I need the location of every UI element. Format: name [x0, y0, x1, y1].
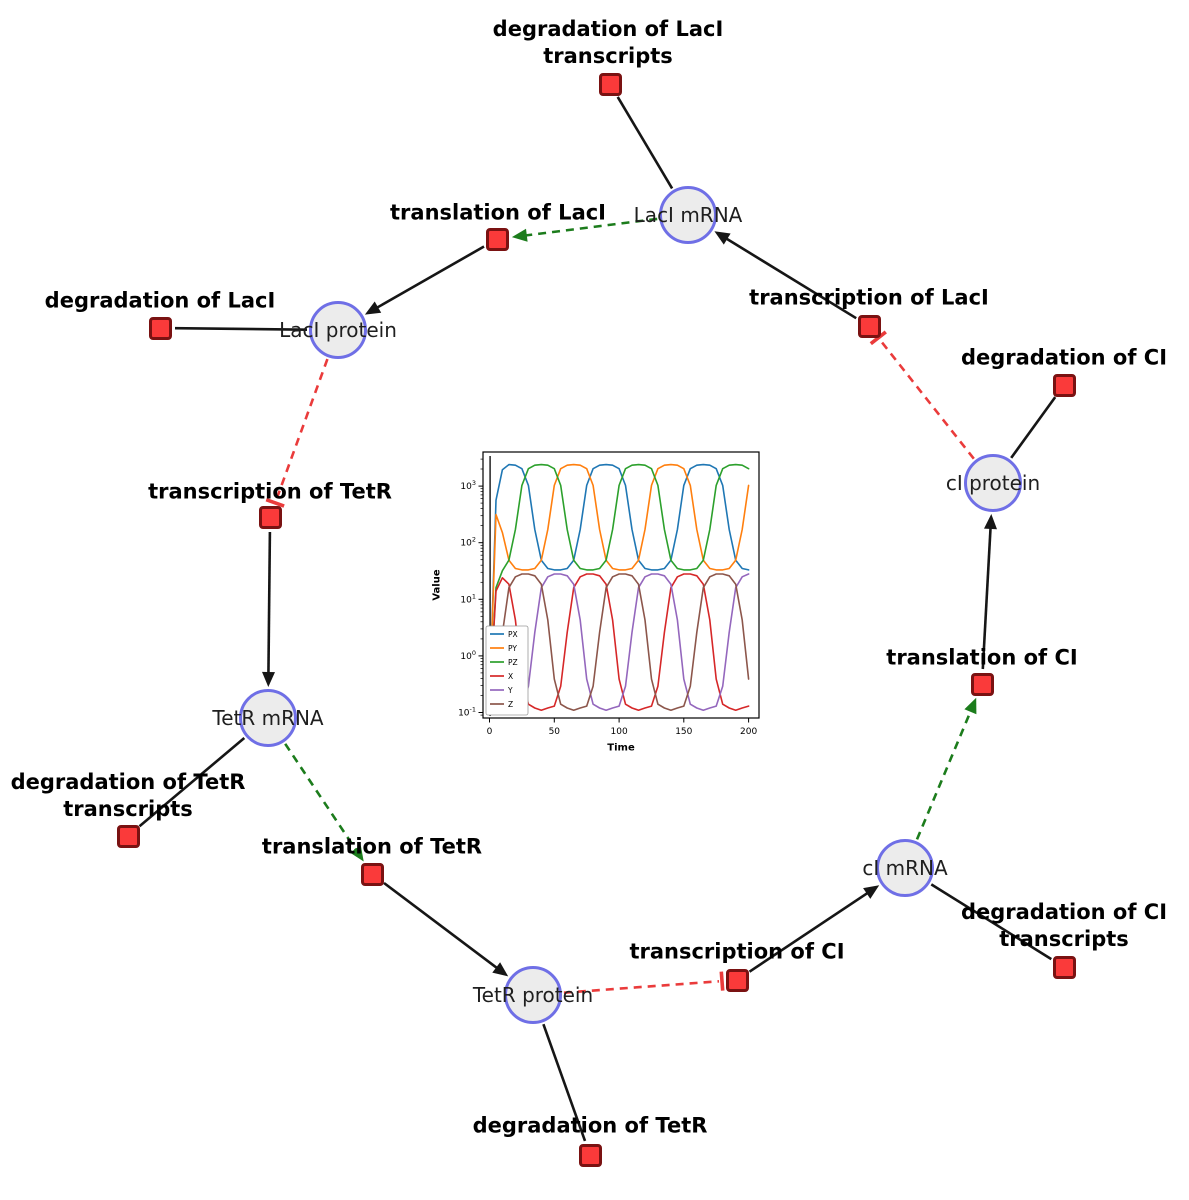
chart-series-Y — [488, 573, 750, 712]
reaction-node-deg-tetr-transcripts — [116, 824, 140, 848]
x-tick-label: 0 — [487, 727, 493, 737]
reaction-label-line: transcripts — [999, 927, 1129, 951]
arrowhead — [984, 514, 997, 530]
reaction-label-line: translation of LacI — [390, 200, 606, 225]
reaction-label-line: translation of CI — [886, 645, 1078, 670]
arrowhead — [714, 231, 731, 245]
y-tick-label: 10-1 — [458, 706, 476, 719]
reaction-node-deg-ci — [1052, 373, 1076, 397]
chart-legend: PX PY PZ XYZ — [485, 625, 529, 716]
reaction-node-deg-ci-transcripts — [1052, 955, 1076, 979]
reaction-label-translation-ci: translation of CI — [886, 645, 1077, 672]
reaction-label-line: degradation of LacI — [492, 17, 724, 41]
chart-series-X — [488, 573, 750, 712]
x-tick-label: 200 — [740, 727, 757, 737]
arrowhead — [492, 962, 509, 977]
species-label-tetr-mrna: TetR mRNA — [212, 706, 324, 730]
species-node-tetr-protein — [504, 966, 562, 1024]
legend-label-PX: PX — [508, 630, 518, 639]
reaction-node-transcription-tetr — [258, 505, 282, 529]
species-node-tetr-mrna — [239, 689, 297, 747]
edge-ci-protein-to-deg-ci — [1010, 396, 1057, 459]
species-label-ci-mrna: cI mRNA — [862, 856, 948, 880]
reaction-label-deg-laci: degradation of LacI — [45, 288, 276, 315]
reaction-label-line: transcription of TetR — [148, 479, 392, 504]
reaction-label-deg-ci-transcripts: degradation of CI transcripts — [961, 899, 1167, 953]
edge-transcription-tetr-to-tetr-mrna — [267, 531, 272, 677]
reaction-label-transcription-laci: transcription of LacI — [749, 285, 989, 312]
inset-chart: 103 102 101 100 10-1 0 50 100 150 200 PX PY PZ XYZ — [458, 451, 760, 737]
arrowhead — [511, 228, 528, 242]
y-tick-label: 103 — [460, 479, 476, 492]
species-label-ci-protein: cI protein — [945, 471, 1041, 495]
chart-series-Z — [488, 573, 750, 712]
reaction-node-transcription-laci — [857, 314, 881, 338]
reaction-label-line: transcripts — [543, 44, 673, 68]
inhibition-tee — [719, 971, 725, 991]
species-node-ci-protein — [964, 454, 1022, 512]
reaction-node-translation-ci — [970, 672, 994, 696]
edge-translation-laci-to-laci-protein — [373, 245, 485, 311]
y-tick-label: 102 — [460, 536, 476, 549]
reaction-node-deg-tetr — [578, 1143, 602, 1167]
chart-series-PZ — [488, 463, 750, 704]
arrowhead — [863, 885, 880, 899]
y-tick-label: 100 — [460, 649, 476, 662]
species-node-laci-protein — [309, 301, 367, 359]
chart-frame — [482, 451, 760, 719]
reaction-label-deg-ci: degradation of CI — [961, 345, 1167, 372]
legend-label-PZ: PZ — [508, 658, 518, 667]
reaction-label-line: degradation of TetR — [472, 1113, 708, 1138]
x-tick-label: 50 — [549, 727, 561, 737]
edge-ci-mrna-to-translation-ci — [915, 707, 974, 840]
legend-label-X: X — [508, 672, 513, 681]
legend-label-Y: Y — [507, 686, 513, 695]
chart-series-PY — [488, 463, 750, 704]
reaction-label-deg-laci-transcripts: degradation of LacI transcripts — [493, 16, 724, 70]
species-label-laci-mrna: LacI mRNA — [633, 203, 743, 227]
reaction-label-line: degradation of TetR — [10, 770, 246, 794]
reaction-label-transcription-ci: transcription of CI — [629, 939, 844, 966]
reaction-label-deg-tetr-transcripts: degradation of TetR transcripts — [11, 769, 246, 823]
species-node-ci-mrna — [876, 839, 934, 897]
reaction-node-translation-tetr — [360, 862, 384, 886]
reaction-label-translation-tetr: translation of TetR — [262, 834, 482, 861]
reaction-label-deg-tetr: degradation of TetR — [473, 1113, 708, 1140]
reaction-node-deg-laci-transcripts — [598, 72, 622, 96]
reaction-label-line: transcripts — [63, 797, 193, 821]
edge-translation-tetr-to-tetr-protein — [383, 881, 501, 971]
arrowhead — [262, 671, 275, 687]
arrowhead — [964, 697, 977, 715]
reaction-label-line: degradation of CI — [960, 900, 1168, 924]
reaction-label-line: degradation of LacI — [44, 288, 276, 313]
species-label-tetr-protein: TetR protein — [472, 983, 594, 1007]
species-label-laci-protein: LacI protein — [279, 318, 397, 342]
reaction-label-transcription-tetr: transcription of TetR — [148, 479, 392, 506]
reaction-node-deg-laci — [148, 316, 172, 340]
x-tick-label: 150 — [675, 727, 692, 737]
y-tick-label: 101 — [460, 592, 476, 605]
chart-series-PX — [488, 463, 750, 704]
reaction-node-transcription-ci — [725, 968, 749, 992]
x-tick-label: 100 — [611, 727, 628, 737]
species-node-laci-mrna — [659, 186, 717, 244]
reaction-label-line: transcription of LacI — [749, 285, 989, 310]
chart-x-axis-label: Time — [607, 742, 635, 754]
reaction-label-line: transcription of CI — [629, 939, 845, 964]
legend-label-PY: PY — [508, 644, 517, 653]
reaction-label-translation-laci: translation of LacI — [390, 200, 606, 227]
reaction-node-translation-laci — [485, 227, 509, 251]
arrowhead — [364, 301, 382, 315]
legend-box — [485, 625, 529, 716]
reaction-label-line: translation of TetR — [261, 834, 483, 859]
edge-laci-mrna-to-deg-laci-transcripts — [616, 96, 674, 190]
legend-label-Z: Z — [508, 700, 513, 709]
reaction-label-line: degradation of CI — [960, 345, 1168, 370]
edge-ci-protein-to-transcription-laci — [879, 339, 975, 460]
